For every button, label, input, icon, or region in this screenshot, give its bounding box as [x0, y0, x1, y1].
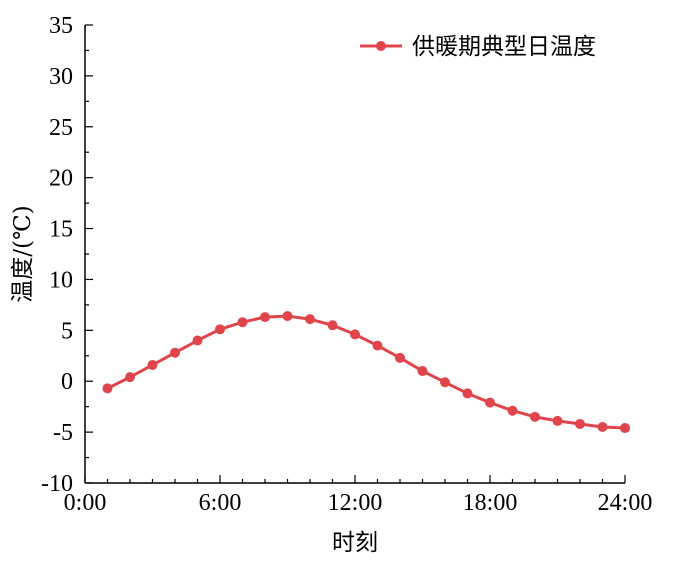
- y-tick-label: 5: [61, 318, 73, 344]
- y-tick-label: -5: [53, 420, 73, 446]
- legend-label: 供暖期典型日温度: [412, 34, 596, 60]
- legend-marker: [376, 41, 386, 51]
- data-point: [125, 372, 135, 383]
- data-point: [597, 422, 608, 433]
- data-point: [147, 359, 158, 370]
- y-tick-label: 10: [49, 267, 73, 293]
- data-point: [575, 418, 585, 429]
- data-point: [237, 317, 248, 328]
- y-tick-label: 0: [61, 369, 73, 395]
- data-point: [440, 377, 450, 388]
- data-point: [372, 340, 383, 351]
- data-point: [462, 388, 473, 399]
- data-point: [417, 366, 428, 377]
- x-axis-ticks: 0:00 6:00 12:00 18:00 24:00: [64, 475, 653, 516]
- y-tick-label: 15: [49, 217, 73, 243]
- data-point: [282, 311, 293, 322]
- data-point: [350, 329, 360, 340]
- data-point: [552, 415, 563, 426]
- y-tick-label: -10: [41, 471, 73, 497]
- axes: [84, 25, 625, 484]
- series-line: [106, 314, 626, 430]
- x-tick-label: 18:00: [463, 490, 518, 516]
- x-tick-label: 24:00: [598, 490, 653, 516]
- data-point: [215, 324, 225, 335]
- legend: 供暖期典型日温度: [360, 34, 596, 60]
- data-point: [507, 405, 518, 416]
- data-point: [192, 335, 203, 346]
- y-tick-label: 35: [49, 13, 73, 39]
- data-point: [170, 347, 180, 358]
- x-tick-label: 6:00: [199, 490, 242, 516]
- y-axis-ticks: -10 -5 0 5 10 15 20 25 30 35: [41, 13, 93, 497]
- y-axis-title: 温度/(℃): [10, 205, 36, 302]
- data-point: [305, 314, 315, 325]
- y-tick-label: 25: [49, 115, 73, 141]
- data-point: [260, 312, 270, 323]
- series-layer: [102, 311, 630, 434]
- data-point: [395, 352, 405, 363]
- data-point: [620, 423, 630, 434]
- y-tick-label: 20: [49, 166, 73, 192]
- x-tick-label: 12:00: [328, 490, 383, 516]
- data-point: [327, 320, 338, 331]
- x-axis-title: 时刻: [332, 530, 378, 556]
- y-tick-label: 30: [49, 64, 73, 90]
- x-tick-label: 0:00: [64, 490, 107, 516]
- data-point: [102, 383, 113, 394]
- data-point: [530, 411, 540, 422]
- data-point: [485, 397, 495, 408]
